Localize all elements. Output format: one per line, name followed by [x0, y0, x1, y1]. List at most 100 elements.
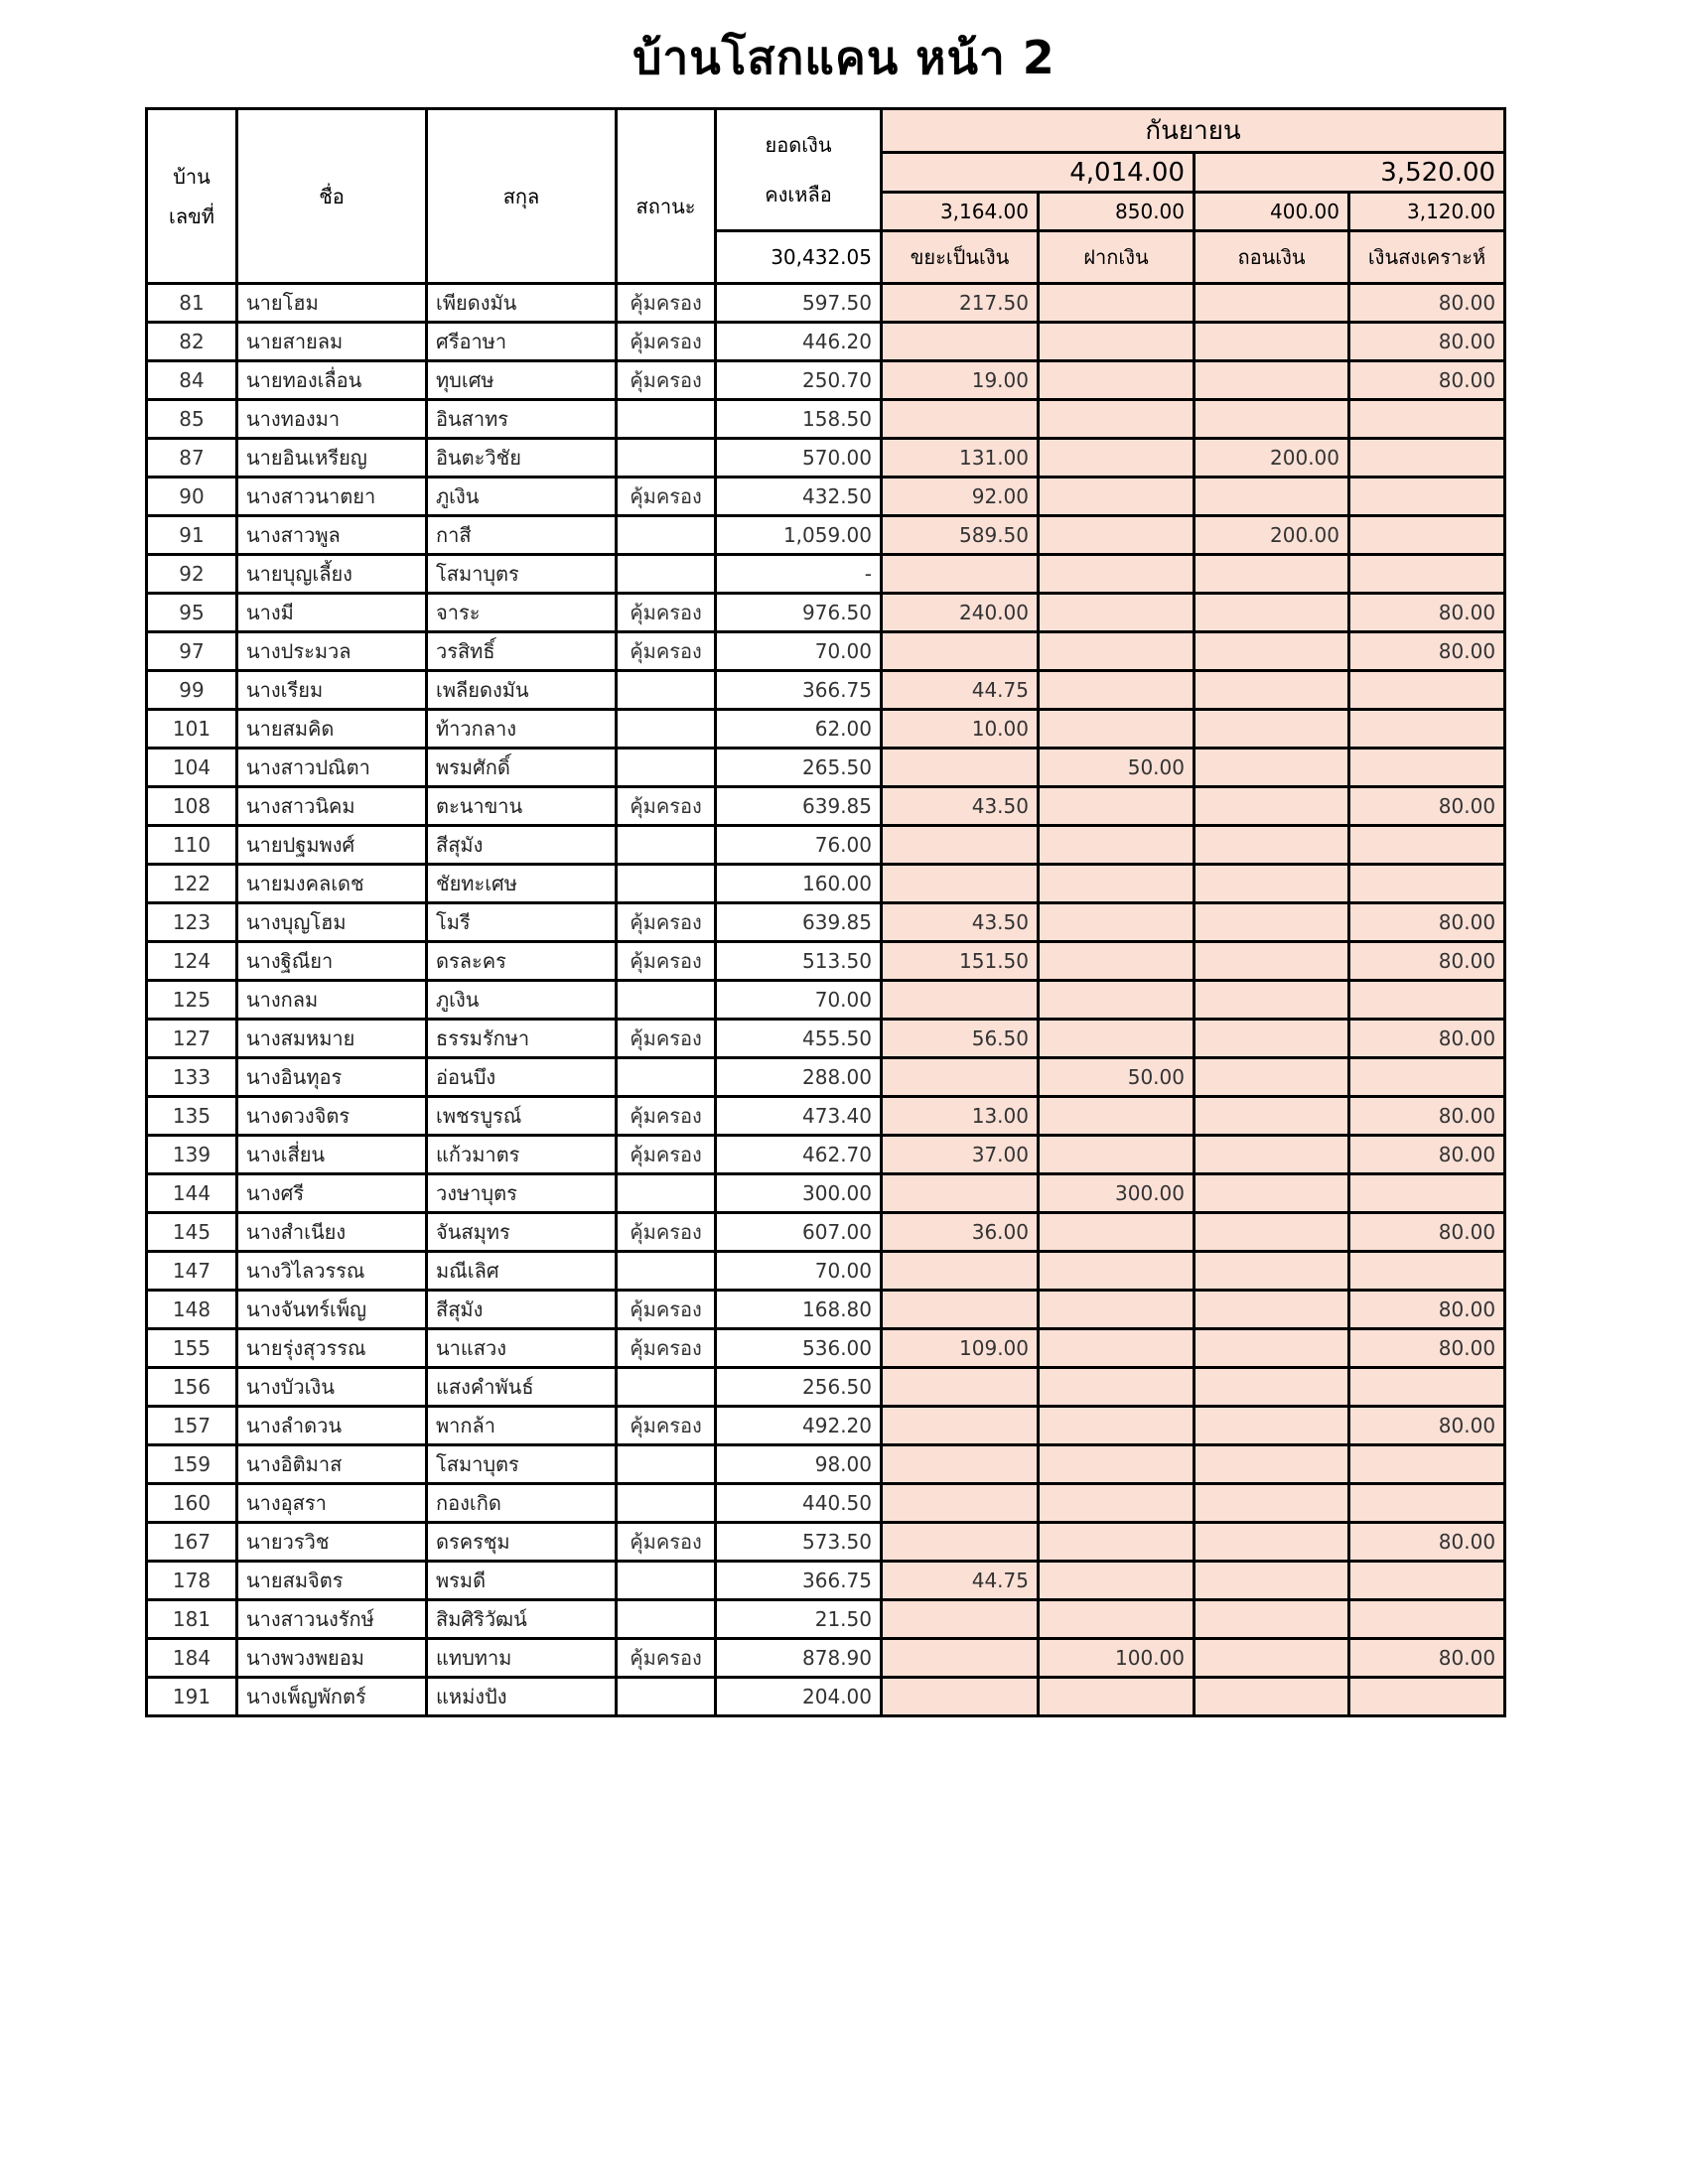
table-row: 147 นางวิไลวรรณ มณีเลิศ 70.00 — [145, 1250, 1507, 1292]
header-balance: ยอดเงิน คงเหลือ — [714, 107, 883, 232]
welfare-cell: 80.00 — [1346, 592, 1507, 633]
header-month: กันยายน — [879, 107, 1507, 154]
withdraw-cell — [1193, 1366, 1350, 1408]
table-row: 181 นางสาวนงรักษ์ สิมศิริวัฒน์ 21.50 — [145, 1598, 1507, 1640]
withdraw-cell — [1193, 321, 1350, 362]
first-name-cell: นายรุ่งสุวรรณ — [235, 1327, 428, 1369]
table-row: 90 นางสาวนาตยา ภูเงิน คุ้มครอง 432.50 92.00 — [145, 476, 1507, 517]
welfare-cell: 80.00 — [1346, 785, 1507, 827]
status-cell — [615, 1482, 717, 1524]
welfare-cell — [1346, 1172, 1507, 1214]
last-name-cell: ทุบเศษ — [425, 359, 618, 401]
house-no-cell: 97 — [145, 630, 238, 672]
table-row: 157 นางลำดวน พากล้า คุ้มครอง 492.20 80.00 — [145, 1405, 1507, 1446]
balance-cell: 432.50 — [714, 476, 883, 517]
withdraw-cell — [1193, 1018, 1350, 1059]
deposit-cell — [1037, 1560, 1196, 1601]
house-no-cell: 122 — [145, 863, 238, 904]
header-status: สถานะ — [615, 107, 717, 285]
withdraw-cell — [1193, 1443, 1350, 1485]
deposit-cell: 50.00 — [1037, 747, 1196, 788]
last-name-cell: ชัยทะเศษ — [425, 863, 618, 904]
first-name-cell: นายอินเหรียญ — [235, 437, 428, 478]
first-name-cell: นายวรวิช — [235, 1521, 428, 1563]
last-name-cell: อ่อนบึง — [425, 1056, 618, 1098]
table-row: 145 นางสำเนียง จันสมุทร คุ้มครอง 607.00 36.00… — [145, 1211, 1507, 1253]
last-name-cell: กาสี — [425, 514, 618, 556]
table-row: 95 นางมี จาระ คุ้มครอง 976.50 240.00 80.00 — [145, 592, 1507, 633]
welfare-cell: 80.00 — [1346, 1405, 1507, 1446]
table-row: 135 นางดวงจิตร เพชรบูรณ์ คุ้มครอง 473.40 13.0… — [145, 1095, 1507, 1137]
welfare-cell: 80.00 — [1346, 940, 1507, 982]
first-name-cell: นายมงคลเดช — [235, 863, 428, 904]
table-row: 159 นางอิติมาส โสมาบุตร 98.00 — [145, 1443, 1507, 1485]
table-row: 133 นางอินทุอร อ่อนบึง 288.00 50.00 — [145, 1056, 1507, 1098]
first-name-cell: นางอุสรา — [235, 1482, 428, 1524]
welfare-cell: 80.00 — [1346, 630, 1507, 672]
deposit-cell — [1037, 901, 1196, 943]
deposit-cell — [1037, 1598, 1196, 1640]
balance-cell: 70.00 — [714, 979, 883, 1021]
house-no-cell: 147 — [145, 1250, 238, 1292]
deposit-cell — [1037, 708, 1196, 750]
house-no-cell: 95 — [145, 592, 238, 633]
welfare-cell: 80.00 — [1346, 1095, 1507, 1137]
waste-cell: 13.00 — [880, 1095, 1040, 1137]
header-house-no-line2: เลขที่ — [169, 204, 214, 228]
status-cell — [615, 1250, 717, 1292]
waste-cell: 56.50 — [880, 1018, 1040, 1059]
balance-cell: 440.50 — [714, 1482, 883, 1524]
deposit-cell — [1037, 824, 1196, 866]
waste-cell: 109.00 — [880, 1327, 1040, 1369]
last-name-cell: โมรี — [425, 901, 618, 943]
balance-cell: 366.75 — [714, 669, 883, 711]
withdraw-cell — [1193, 1521, 1350, 1563]
status-cell — [615, 824, 717, 866]
first-name-cell: นายทองเลื่อน — [235, 359, 428, 401]
table-row: 91 นางสาวพูล กาสี 1,059.00 589.50 200.00 — [145, 514, 1507, 556]
last-name-cell: โสมาบุตร — [425, 1443, 618, 1485]
house-no-cell: 92 — [145, 553, 238, 595]
first-name-cell: นางศรี — [235, 1172, 428, 1214]
withdraw-cell — [1193, 901, 1350, 943]
balance-cell: 597.50 — [714, 282, 883, 324]
waste-cell: 37.00 — [880, 1134, 1040, 1175]
first-name-cell: นางวิไลวรรณ — [235, 1250, 428, 1292]
table-row: 178 นายสมจิตร พรมดี 366.75 44.75 — [145, 1560, 1507, 1601]
waste-cell — [880, 1366, 1040, 1408]
status-cell: คุ้มครอง — [615, 1289, 717, 1330]
welfare-cell — [1346, 1443, 1507, 1485]
status-cell — [615, 553, 717, 595]
last-name-cell: ดรครชุม — [425, 1521, 618, 1563]
deposit-cell — [1037, 1405, 1196, 1446]
house-no-cell: 91 — [145, 514, 238, 556]
status-cell — [615, 708, 717, 750]
group-total-1: 4,014.00 — [880, 151, 1196, 194]
withdraw-cell — [1193, 1095, 1350, 1137]
waste-cell — [880, 863, 1040, 904]
last-name-cell: วรสิทธิ์ — [425, 630, 618, 672]
balance-cell: 21.50 — [714, 1598, 883, 1640]
last-name-cell: สิมศิริวัฒน์ — [425, 1598, 618, 1640]
status-cell: คุ้มครอง — [615, 592, 717, 633]
welfare-cell — [1346, 1250, 1507, 1292]
balance-cell: 70.00 — [714, 1250, 883, 1292]
first-name-cell: นางเสี่ยน — [235, 1134, 428, 1175]
house-no-cell: 123 — [145, 901, 238, 943]
first-name-cell: นางสาวนงรักษ์ — [235, 1598, 428, 1640]
waste-cell: 92.00 — [880, 476, 1040, 517]
waste-cell — [880, 1676, 1040, 1717]
welfare-cell — [1346, 1056, 1507, 1098]
welfare-cell — [1346, 863, 1507, 904]
first-name-cell: นางเพ็ญพักตร์ — [235, 1676, 428, 1717]
waste-cell: 19.00 — [880, 359, 1040, 401]
first-name-cell: นางอินทุอร — [235, 1056, 428, 1098]
balance-cell: 570.00 — [714, 437, 883, 478]
waste-cell — [880, 1056, 1040, 1098]
status-cell: คุ้มครอง — [615, 630, 717, 672]
header-balance-line1: ยอดเงิน — [765, 133, 832, 157]
house-no-cell: 90 — [145, 476, 238, 517]
house-no-cell: 99 — [145, 669, 238, 711]
house-no-cell: 82 — [145, 321, 238, 362]
status-cell: คุ้มครอง — [615, 901, 717, 943]
